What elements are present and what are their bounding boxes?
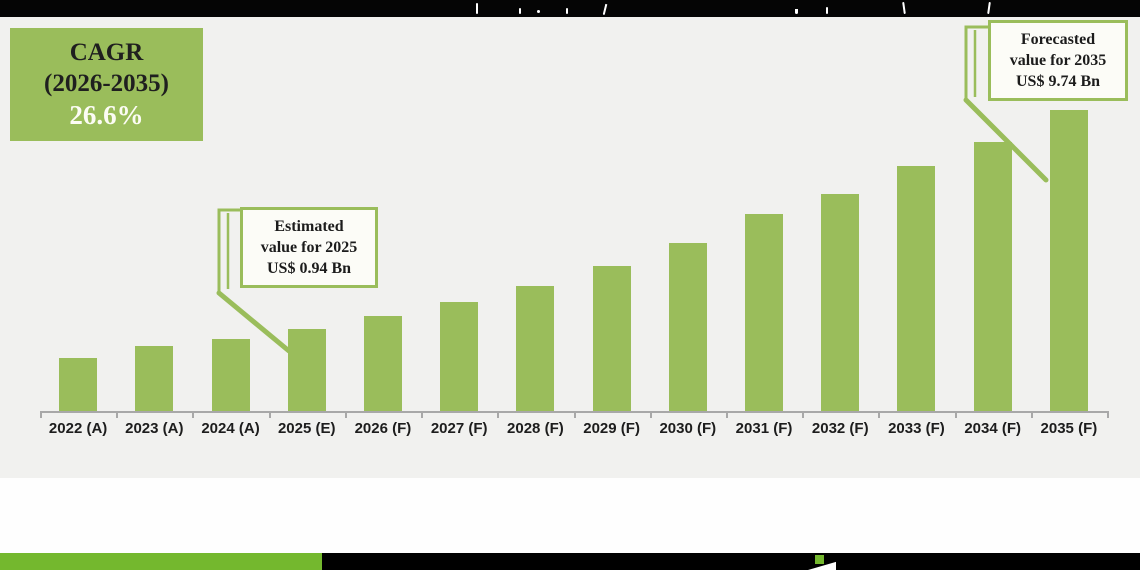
callout-connector-lines (216, 25, 1049, 354)
x-label-2027 (F): 2027 (F) (430, 420, 488, 437)
bar-2023 (A) (135, 346, 174, 411)
x-axis-tick (1030, 411, 1033, 418)
bar-2035 (F) (1049, 110, 1088, 411)
x-axis-tick (802, 411, 805, 418)
x-axis-tick (192, 411, 195, 418)
forecasted-value: US$ 9.74 Bn (1015, 73, 1101, 90)
title-glyph-fragment (537, 10, 540, 13)
bar-2034 (F) (973, 142, 1012, 411)
title-glyph-fragment (602, 3, 608, 16)
title-glyph-fragment (795, 9, 798, 14)
bottom-strip-green (0, 553, 322, 570)
cagr-title: CAGR (69, 39, 144, 66)
x-label-2031 (F): 2031 (F) (735, 420, 793, 437)
bar-2029 (F) (592, 266, 631, 411)
x-axis-tick (344, 411, 347, 418)
estimated-line2: value for 2025 (260, 239, 358, 256)
x-axis-tick (649, 411, 652, 418)
cagr-period: (2026-2035) (44, 70, 169, 97)
x-label-2030 (F): 2030 (F) (659, 420, 717, 437)
x-label-2023 (A): 2023 (A) (125, 420, 184, 437)
forecasted-line2: value for 2035 (1009, 52, 1107, 69)
x-label-2022 (A): 2022 (A) (48, 420, 108, 437)
bottom-strip (0, 553, 1140, 570)
x-label-2032 (F): 2032 (F) (811, 420, 869, 437)
cagr-badge: CAGR (2026-2035) 26.6% (10, 28, 203, 141)
cagr-value: 26.6% (69, 100, 144, 130)
x-label-2029 (F): 2029 (F) (583, 420, 640, 437)
forecasted-line1: Forecasted (1020, 31, 1096, 48)
estimated-value-callout: Estimated value for 2025 US$ 0.94 Bn (240, 207, 378, 288)
title-glyph-fragment (519, 8, 521, 14)
estimated-line1: Estimated (274, 218, 344, 235)
estimated-value: US$ 0.94 Bn (266, 260, 352, 277)
bar-2033 (F) (897, 166, 936, 411)
x-axis-tick (725, 411, 728, 418)
bar-2024 (A) (211, 339, 250, 411)
bar-2025 (E) (287, 329, 326, 411)
x-axis-tick (268, 411, 271, 418)
bar-2028 (F) (516, 286, 555, 411)
chart-area: 2022 (A) 2023 (A) 2024 (A) 2025 (E) 2026 (F)… (0, 17, 1140, 478)
title-glyph-fragment (476, 3, 478, 14)
x-label-2025 (E): 2025 (E) (277, 420, 336, 437)
bottom-logo-fragment-square (815, 555, 824, 564)
forecasted-value-callout: Forecasted value for 2035 US$ 9.74 Bn (988, 20, 1128, 101)
bottom-logo-fragment-wedge (808, 561, 836, 570)
x-label-2033 (F): 2033 (F) (888, 420, 945, 437)
bar-2022 (A) (59, 358, 98, 411)
title-glyph-fragment (826, 7, 828, 14)
title-glyph-fragment (987, 1, 991, 15)
x-axis-tick (116, 411, 119, 418)
x-label-2028 (F): 2028 (F) (507, 420, 564, 437)
x-label-2024 (A): 2024 (A) (201, 420, 260, 437)
footer: Market Contributors: SIEMENS Healthineer… (0, 478, 1140, 553)
bar-2031 (F) (745, 214, 784, 411)
bar-2030 (F) (668, 243, 707, 411)
x-label-2026 (F): 2026 (F) (354, 420, 412, 437)
title-glyph-fragment (902, 1, 906, 15)
title-glyph-fragment (566, 8, 568, 14)
x-label-2035 (F): 2035 (F) (1040, 420, 1098, 437)
bar-2027 (F) (440, 302, 479, 411)
x-axis-tick (954, 411, 957, 418)
title-bar-cropped (0, 0, 1140, 17)
bar-2032 (F) (821, 194, 860, 411)
x-axis-tick (421, 411, 424, 418)
x-axis-tick (1107, 411, 1109, 418)
x-label-2034 (F): 2034 (F) (964, 420, 1022, 437)
x-axis-tick (573, 411, 576, 418)
x-axis-tick (878, 411, 881, 418)
x-axis-tick (40, 411, 42, 418)
bar-2026 (F) (363, 316, 402, 411)
x-axis-tick (497, 411, 500, 418)
